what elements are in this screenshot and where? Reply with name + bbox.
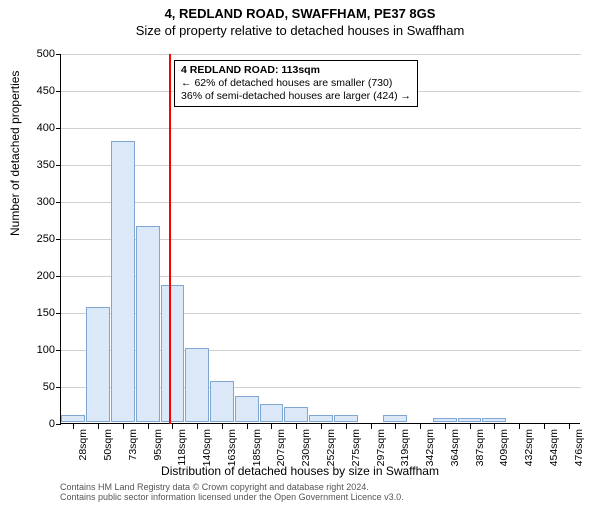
y-tick-label: 150	[15, 307, 55, 319]
histogram-bar	[86, 307, 110, 422]
y-tick-mark	[56, 54, 61, 55]
histogram-bar	[482, 418, 506, 422]
histogram-bar	[458, 418, 482, 422]
annotation-line-smaller: ← 62% of detached houses are smaller (73…	[181, 77, 411, 90]
histogram-chart: 05010015020025030035040045050028sqm50sqm…	[60, 54, 580, 424]
histogram-bar	[161, 285, 185, 422]
x-tick-mark	[197, 424, 198, 429]
histogram-bar	[433, 418, 457, 422]
x-tick-mark	[544, 424, 545, 429]
x-tick-mark	[494, 424, 495, 429]
y-tick-label: 200	[15, 270, 55, 282]
y-tick-mark	[56, 165, 61, 166]
histogram-bar	[136, 226, 160, 422]
gridline	[61, 165, 581, 166]
x-tick-mark	[445, 424, 446, 429]
y-tick-mark	[56, 350, 61, 351]
x-tick-label: 454sqm	[548, 429, 560, 466]
histogram-bar	[235, 396, 259, 422]
annotation-title: 4 REDLAND ROAD: 113sqm	[181, 64, 411, 77]
x-tick-label: 73sqm	[127, 429, 139, 461]
y-tick-label: 350	[15, 159, 55, 171]
y-tick-mark	[56, 202, 61, 203]
y-tick-label: 300	[15, 196, 55, 208]
credits-line-2: Contains public sector information licen…	[60, 492, 404, 502]
histogram-bar	[210, 381, 234, 422]
gridline	[61, 54, 581, 55]
y-tick-label: 500	[15, 48, 55, 60]
x-tick-mark	[271, 424, 272, 429]
x-tick-mark	[98, 424, 99, 429]
histogram-bar	[383, 415, 407, 422]
x-tick-label: 252sqm	[325, 429, 337, 466]
y-tick-mark	[56, 276, 61, 277]
x-tick-mark	[222, 424, 223, 429]
x-tick-label: 297sqm	[375, 429, 387, 466]
x-tick-label: 118sqm	[176, 429, 188, 466]
y-tick-label: 450	[15, 85, 55, 97]
histogram-bar	[260, 404, 284, 423]
x-tick-label: 342sqm	[424, 429, 436, 466]
gridline	[61, 128, 581, 129]
x-tick-label: 275sqm	[350, 429, 362, 466]
histogram-bar	[111, 141, 135, 422]
x-tick-label: 387sqm	[474, 429, 486, 466]
x-tick-mark	[420, 424, 421, 429]
gridline	[61, 202, 581, 203]
histogram-bar	[284, 407, 308, 422]
x-tick-label: 230sqm	[300, 429, 312, 466]
x-tick-label: 185sqm	[251, 429, 263, 466]
y-tick-mark	[56, 91, 61, 92]
annotation-line-larger: 36% of semi-detached houses are larger (…	[181, 90, 411, 103]
x-tick-label: 50sqm	[102, 429, 114, 461]
x-tick-mark	[569, 424, 570, 429]
y-tick-mark	[56, 128, 61, 129]
x-axis-label: Distribution of detached houses by size …	[0, 464, 600, 478]
histogram-bar	[309, 415, 333, 422]
x-tick-mark	[519, 424, 520, 429]
y-tick-label: 400	[15, 122, 55, 134]
x-tick-label: 163sqm	[226, 429, 238, 466]
y-tick-mark	[56, 313, 61, 314]
x-tick-label: 432sqm	[523, 429, 535, 466]
credits-line-1: Contains HM Land Registry data © Crown c…	[60, 482, 404, 492]
x-tick-label: 207sqm	[275, 429, 287, 466]
x-tick-mark	[371, 424, 372, 429]
histogram-bar	[334, 415, 358, 422]
x-tick-label: 476sqm	[573, 429, 585, 466]
x-tick-mark	[346, 424, 347, 429]
plot-area: 05010015020025030035040045050028sqm50sqm…	[60, 54, 580, 424]
page-title-address: 4, REDLAND ROAD, SWAFFHAM, PE37 8GS	[0, 6, 600, 21]
y-tick-label: 250	[15, 233, 55, 245]
x-tick-mark	[470, 424, 471, 429]
x-tick-mark	[247, 424, 248, 429]
y-tick-label: 50	[15, 381, 55, 393]
x-tick-mark	[296, 424, 297, 429]
y-tick-label: 0	[15, 418, 55, 430]
y-tick-mark	[56, 424, 61, 425]
x-tick-label: 319sqm	[399, 429, 411, 466]
y-tick-label: 100	[15, 344, 55, 356]
x-tick-mark	[395, 424, 396, 429]
page-title-subtitle: Size of property relative to detached ho…	[0, 23, 600, 38]
histogram-bar	[61, 415, 85, 422]
marker-annotation-box: 4 REDLAND ROAD: 113sqm ← 62% of detached…	[174, 60, 418, 107]
y-tick-mark	[56, 387, 61, 388]
x-tick-mark	[321, 424, 322, 429]
x-tick-label: 28sqm	[77, 429, 89, 461]
x-tick-mark	[73, 424, 74, 429]
histogram-bar	[185, 348, 209, 422]
x-tick-label: 140sqm	[201, 429, 213, 466]
x-tick-label: 95sqm	[152, 429, 164, 461]
x-tick-mark	[148, 424, 149, 429]
x-tick-label: 409sqm	[498, 429, 510, 466]
x-tick-mark	[172, 424, 173, 429]
property-marker-line	[169, 54, 171, 424]
x-tick-label: 364sqm	[449, 429, 461, 466]
x-tick-mark	[123, 424, 124, 429]
y-tick-mark	[56, 239, 61, 240]
